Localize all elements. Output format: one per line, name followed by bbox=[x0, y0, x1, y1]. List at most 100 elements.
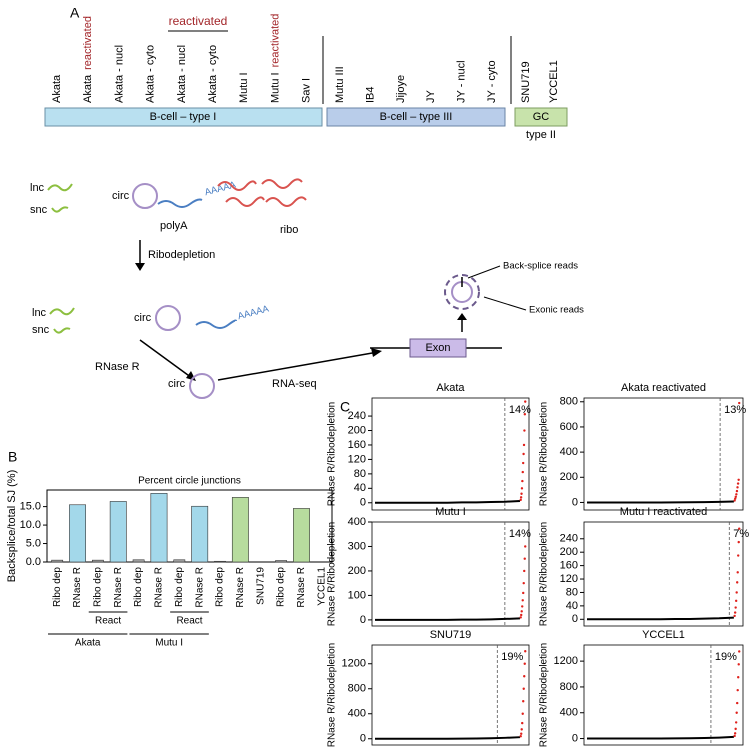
data-point bbox=[734, 721, 738, 724]
y-tick-label: 200 bbox=[560, 471, 578, 483]
ribo-rna bbox=[261, 178, 303, 189]
pointer bbox=[483, 296, 527, 311]
sample-name: JY - nucl bbox=[456, 60, 468, 103]
data-point bbox=[733, 499, 736, 502]
ribo-rna bbox=[265, 196, 307, 207]
read-label: Back-splice reads bbox=[503, 261, 578, 272]
bar bbox=[231, 497, 249, 563]
y-tick-label: 400 bbox=[348, 708, 366, 720]
data-point bbox=[737, 478, 740, 481]
data-point bbox=[737, 663, 740, 666]
y-tick-label: 0 bbox=[572, 613, 578, 625]
data-point bbox=[737, 554, 740, 557]
step-label: RNA-seq bbox=[272, 378, 317, 390]
y-tick-label: 240 bbox=[560, 533, 578, 545]
charts: Percent circle junctions Backsplice/total… bbox=[6, 382, 750, 747]
sample-label: Akata - nucl bbox=[176, 45, 188, 103]
data-line bbox=[587, 500, 734, 504]
sample-note: reactivated bbox=[269, 14, 281, 68]
y-tick-label: 100 bbox=[348, 589, 366, 601]
x-tick-label: Ribo dep bbox=[174, 567, 185, 607]
sample-label: JY bbox=[425, 90, 437, 104]
plot-frame bbox=[583, 644, 744, 746]
sample-name: Akata bbox=[51, 74, 63, 103]
bar bbox=[132, 559, 145, 563]
circ-rna bbox=[189, 373, 215, 399]
arrow-head bbox=[371, 348, 382, 357]
y-tick-label: 400 bbox=[560, 446, 578, 458]
sample-name: Sav I bbox=[301, 78, 313, 103]
sample-name: Akata bbox=[82, 74, 94, 103]
data-point bbox=[522, 700, 525, 703]
bar bbox=[150, 493, 168, 563]
step-label: RNase R bbox=[95, 361, 140, 373]
exonic-reads bbox=[444, 274, 480, 310]
sample-label: IB4 bbox=[364, 86, 376, 103]
x-tick-label: Ribo dep bbox=[133, 567, 144, 607]
x-tick-label: Ribo dep bbox=[93, 567, 104, 607]
data-point bbox=[523, 557, 526, 560]
data-point bbox=[734, 599, 738, 603]
y-axis-label: RNase R/Ribodepletion bbox=[327, 522, 338, 627]
plot-frame bbox=[46, 489, 333, 563]
x-tick-label: Ribo dep bbox=[52, 567, 63, 607]
sample-label: SNU719 bbox=[520, 61, 532, 103]
cutoff-label: 14% bbox=[509, 404, 531, 416]
chart-title: Mutu I reactivated bbox=[620, 506, 707, 518]
y-tick-label: 80 bbox=[354, 468, 366, 480]
y-tick-label: 200 bbox=[348, 424, 366, 436]
y-tick-label: 240 bbox=[348, 410, 366, 422]
data-line bbox=[587, 616, 734, 621]
y-tick-label: 15.0 bbox=[20, 501, 41, 513]
data-point bbox=[520, 728, 523, 731]
y-tick-label: 10.0 bbox=[20, 519, 41, 531]
cutoff-label: 13% bbox=[724, 404, 746, 416]
data-point bbox=[735, 711, 738, 714]
sample-name: Mutu I bbox=[238, 72, 250, 103]
data-point bbox=[524, 545, 527, 548]
data-line bbox=[375, 736, 521, 740]
data-point bbox=[737, 676, 740, 679]
sample-label: JY - nucl bbox=[456, 60, 468, 103]
data-point bbox=[736, 688, 739, 692]
bar bbox=[275, 560, 288, 563]
group-label: Akata bbox=[75, 638, 101, 649]
y-tick-label: 0 bbox=[572, 496, 578, 508]
data-point bbox=[521, 721, 524, 725]
y-axis-label: RNase R/Ribodepletion bbox=[327, 402, 338, 507]
group-box bbox=[44, 107, 323, 127]
sample-note: reactivated bbox=[82, 16, 94, 70]
data-point bbox=[736, 571, 739, 574]
sample-name: Akata - nucl bbox=[113, 45, 125, 103]
bar bbox=[69, 504, 86, 563]
cutoff-label: 14% bbox=[509, 528, 531, 540]
plot-frame bbox=[583, 397, 744, 511]
data-point bbox=[524, 400, 527, 403]
x-tick-label: RNase R bbox=[235, 567, 246, 608]
group-label: SNU719 bbox=[255, 567, 266, 605]
chart-title: YCCEL1 bbox=[642, 629, 685, 641]
sample-name: SNU719 bbox=[520, 61, 532, 103]
data-point bbox=[522, 581, 525, 585]
y-tick-label: 200 bbox=[348, 565, 366, 577]
bar bbox=[293, 508, 310, 563]
sample-label: Akata bbox=[51, 74, 63, 103]
data-point bbox=[519, 496, 523, 499]
bar bbox=[109, 501, 127, 563]
data-point bbox=[524, 650, 527, 653]
polya-tail: AAAAA bbox=[237, 303, 271, 322]
rna-label: lnc bbox=[32, 307, 47, 319]
bar bbox=[214, 560, 226, 563]
data-point bbox=[738, 527, 741, 530]
y-tick-label: 800 bbox=[348, 683, 366, 695]
y-tick-label: 1200 bbox=[554, 655, 578, 667]
data-point bbox=[520, 492, 523, 495]
data-line bbox=[587, 735, 734, 740]
data-point bbox=[520, 610, 523, 613]
group-label: B-cell – type I bbox=[150, 111, 217, 123]
data-point bbox=[735, 581, 739, 584]
sample-name: Akata - nucl bbox=[176, 45, 188, 103]
sample-label: Akata - nucl bbox=[113, 45, 125, 103]
rna-label: snc bbox=[30, 204, 48, 216]
